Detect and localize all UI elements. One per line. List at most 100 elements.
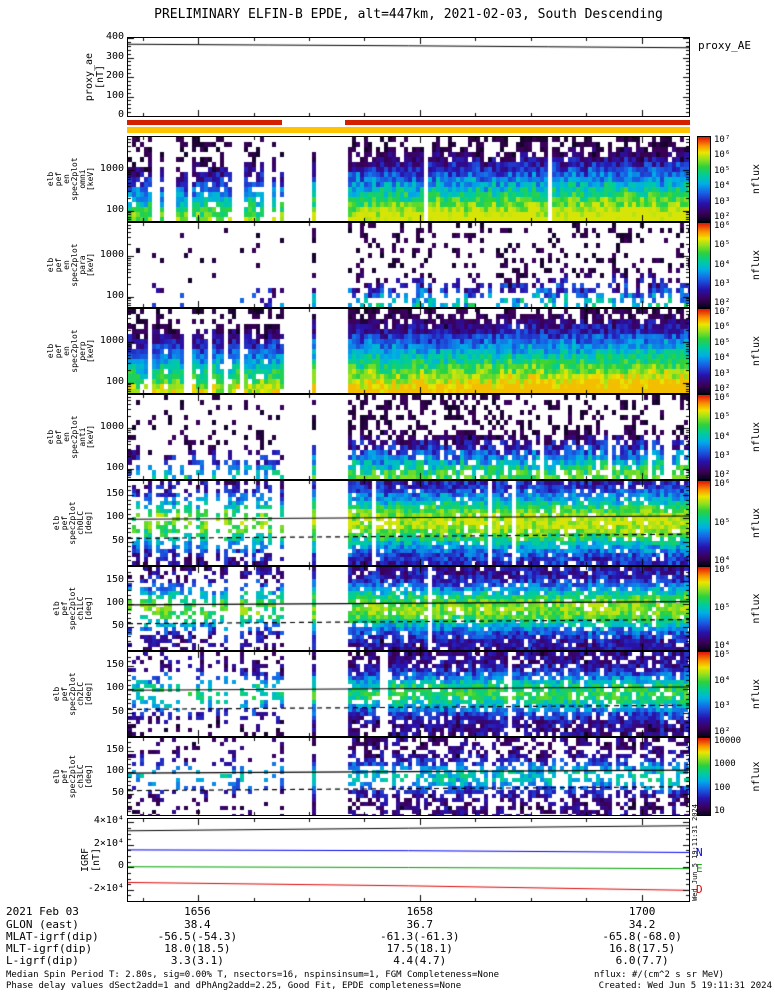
en_anti-colorbar-tick: 10⁴ xyxy=(714,431,731,442)
pa_ch0-ytick-label: 150 xyxy=(105,488,124,499)
fast_bar-segment xyxy=(345,120,690,125)
en_para-spectrogram xyxy=(128,223,689,307)
ephemeris-value: 16.8(17.5) xyxy=(608,942,676,955)
en_omni-colorbar-gradient xyxy=(698,137,710,221)
en_para-colorbar-title: nflux xyxy=(751,249,762,281)
pa_ch1-colorbar-tick: 10⁵ xyxy=(714,603,731,613)
pa_ch2-spectrogram xyxy=(128,652,689,736)
en_omni-colorbar-tick: 10⁶ xyxy=(714,150,731,161)
pa_ch0-colorbar-tick: 10⁵ xyxy=(714,517,731,528)
en_omni-colorbar-tick: 10² xyxy=(714,212,731,222)
pa_ch3-ytick-label: 50 xyxy=(111,786,124,798)
pa_ch0-colorbar-title: nflux xyxy=(751,507,762,539)
ephemeris-value: -56.5(-54.3) xyxy=(157,930,238,943)
proxy-ae-series-label: proxy_AE xyxy=(698,39,751,52)
proxy_ae-ytick-label: 0 xyxy=(117,109,124,120)
en_perp-colorbar-tick: 10³ xyxy=(714,368,731,379)
footer-created: Created: Wed Jun 5 19:11:31 2024 xyxy=(598,981,772,991)
en_perp-colorbar-gradient xyxy=(698,309,710,393)
en_omni-colorbar-tick: 10⁵ xyxy=(714,165,731,176)
pa_ch1-colorbar-gradient xyxy=(698,567,710,650)
pa_ch1-ytick-label: 50 xyxy=(111,619,124,631)
pa_ch3-colorbar-title: nflux xyxy=(751,761,762,792)
igrf-ytick-label: 4×10⁴ xyxy=(93,815,124,827)
igrf-series-label-D: D xyxy=(696,883,703,897)
epd_bar-segment xyxy=(127,127,690,133)
en_anti-colorbar-gradient xyxy=(698,395,710,479)
pa_ch3-colorbar-tick: 1000 xyxy=(714,759,736,770)
pa_ch2-colorbar-tick: 10⁵ xyxy=(714,650,731,660)
en_para-colorbar-tick: 10⁵ xyxy=(714,240,731,251)
time-tick-label: 1700 xyxy=(628,905,656,918)
ephemeris-value: 38.4 xyxy=(184,918,211,931)
en_omni-colorbar-tick: 10⁷ xyxy=(714,135,731,145)
pa_ch3-spectrogram xyxy=(128,738,689,815)
en_anti-colorbar-tick: 10⁶ xyxy=(714,393,731,403)
en_anti-ytick-label: 1000 xyxy=(99,421,124,433)
en_omni-spectrogram xyxy=(128,137,689,221)
pa_ch1-colorbar-title: nflux xyxy=(751,593,762,624)
en_perp-colorbar-tick: 10⁶ xyxy=(714,322,731,333)
en_para-colorbar-tick: 10² xyxy=(714,298,731,308)
pa_ch2-ytick-label: 150 xyxy=(105,659,124,670)
footer-nflux-units: nflux: #/(cm^2 s sr MeV) xyxy=(594,970,725,980)
en_perp-ytick-label: 100 xyxy=(105,375,124,387)
ephemeris-row-label: L-igrf(dip) xyxy=(6,954,79,967)
igrf-series-label-E: E xyxy=(696,861,703,875)
en_perp-colorbar-tick: 10⁵ xyxy=(714,337,731,348)
proxy_ae-ytick-label: 100 xyxy=(105,89,124,101)
en_anti-ytick-label: 100 xyxy=(105,461,124,473)
pa_ch3-ytick-label: 100 xyxy=(105,765,124,777)
pa_ch1-colorbar-tick: 10⁶ xyxy=(714,565,731,575)
pa_ch2-colorbar-tick: 10³ xyxy=(714,701,731,712)
fast_bar-segment xyxy=(127,120,283,125)
igrf-lineplot xyxy=(128,819,689,901)
pa_ch1-colorbar-tick: 10⁴ xyxy=(714,641,731,651)
plot-title: PRELIMINARY ELFIN-B EPDE, alt=447km, 202… xyxy=(154,7,663,22)
proxy_ae-ytick-label: 400 xyxy=(105,31,124,42)
en_perp-colorbar-title: nflux xyxy=(751,335,762,367)
ephemeris-row-label: MLAT-igrf(dip) xyxy=(6,930,99,943)
igrf-ytick-label: 2×10⁴ xyxy=(93,837,124,849)
en_perp-colorbar-tick: 10⁷ xyxy=(714,307,731,317)
pa_ch2-colorbar-title: nflux xyxy=(751,678,762,710)
en_perp-colorbar-tick: 10⁴ xyxy=(714,353,731,364)
pa_ch1-ytick-label: 150 xyxy=(105,573,124,585)
en_omni-ytick-label: 100 xyxy=(105,203,124,215)
pa_ch3-colorbar-tick: 100 xyxy=(714,782,731,793)
en_para-ytick-label: 1000 xyxy=(99,249,124,261)
en_anti-colorbar-title: nflux xyxy=(751,421,762,453)
en_perp-ytick-label: 1000 xyxy=(99,335,124,347)
ephemeris-row-label: GLON (east) xyxy=(6,918,79,931)
pa_ch2-colorbar-tick: 10² xyxy=(714,727,731,737)
ephemeris-value: 4.4(4.7) xyxy=(393,954,447,967)
proxy_ae-ytick-label: 200 xyxy=(105,70,124,81)
en_anti-spectrogram xyxy=(128,395,689,479)
ephemeris-value: 6.0(7.7) xyxy=(615,954,669,967)
pa_ch0-colorbar-tick: 10⁴ xyxy=(714,556,731,566)
time-tick-label: 1658 xyxy=(406,905,434,918)
pa_ch0-ytick-label: 50 xyxy=(111,534,124,546)
en_para-ytick-label: 100 xyxy=(105,289,124,301)
igrf-ytick-label: 0 xyxy=(117,860,124,872)
en_para-colorbar-tick: 10⁴ xyxy=(714,259,731,270)
ephemeris-row-label: MLT-igrf(dip) xyxy=(6,942,93,955)
proxy_ae-lineplot xyxy=(128,38,689,116)
proxy_ae-ytick-label: 300 xyxy=(105,50,124,62)
igrf-ytick-label: -2×10⁴ xyxy=(87,882,124,894)
time-tick-label: 1656 xyxy=(184,905,211,918)
en_para-colorbar-tick: 10³ xyxy=(714,278,731,289)
en_perp-colorbar-tick: 10² xyxy=(714,384,731,394)
pa_ch2-colorbar-tick: 10⁴ xyxy=(714,675,731,686)
en_anti-colorbar-tick: 10⁵ xyxy=(714,412,731,423)
ephemeris-value: 3.3(3.1) xyxy=(170,954,224,967)
pa_ch2-ytick-label: 50 xyxy=(111,705,124,717)
en_anti-colorbar-tick: 10² xyxy=(714,470,731,480)
ephemeris-value: -65.8(-68.0) xyxy=(602,930,682,943)
en_para-colorbar-gradient xyxy=(698,223,710,307)
pa_ch0-spectrogram xyxy=(128,481,689,565)
en_omni-colorbar-title: nflux xyxy=(751,163,762,195)
en_perp-spectrogram xyxy=(128,309,689,393)
igrf-series-label-N: N xyxy=(696,845,703,859)
